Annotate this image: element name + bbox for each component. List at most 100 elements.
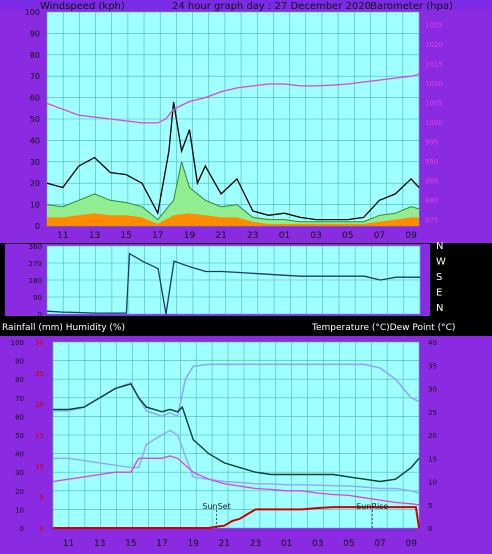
rain-tick: 0 — [40, 525, 44, 533]
rain-tick: 5 — [40, 494, 44, 502]
temperature-tick: 40 — [428, 339, 437, 347]
x-tick: 03 — [312, 539, 323, 549]
temp-x-axis: 11 13 15 17 19 21 23 01 03 05 07 09 — [63, 539, 417, 549]
temperature-axis: 40 35 30 25 20 15 10 5 0 — [428, 339, 437, 533]
x-tick: 13 — [94, 539, 105, 549]
x-tick: 01 — [281, 539, 292, 549]
x-tick: 23 — [250, 539, 261, 549]
windspeed-tick: 70 — [30, 72, 40, 81]
barometer-tick: 1005 — [425, 100, 443, 108]
humidity-tick: 100 — [11, 339, 24, 347]
graph-title: 24 hour graph day : 27 December 2020 — [172, 1, 371, 12]
x-tick: 11 — [57, 231, 68, 241]
x-tick: 09 — [405, 539, 417, 549]
x-tick: 15 — [125, 539, 136, 549]
average-wind-area — [47, 161, 419, 226]
direction-tick: 90 — [33, 294, 42, 302]
windspeed-tick: 90 — [30, 29, 40, 38]
temp-grid — [52, 341, 420, 529]
direction-tick: 270 — [29, 260, 42, 268]
wind-series — [46, 73, 420, 226]
x-tick: 13 — [89, 231, 100, 241]
direction-line — [46, 252, 420, 315]
compass-e: E — [436, 288, 442, 299]
barometer-line — [46, 73, 420, 124]
temperature-tick: 5 — [428, 502, 432, 510]
rain-tick: 15 — [35, 432, 44, 440]
x-tick: 03 — [310, 231, 321, 241]
compass-n: N — [436, 241, 443, 252]
x-tick: 21 — [215, 231, 226, 241]
rain-tick: 10 — [35, 463, 44, 471]
barometer-label: Barometer (hpa) — [370, 1, 453, 12]
barometer-tick: 990 — [425, 158, 438, 166]
direction-tick: 180 — [29, 277, 42, 285]
compass-n: N — [436, 303, 443, 314]
rainfall-line — [53, 506, 420, 529]
temperature-tick: 0 — [428, 525, 432, 533]
windspeed-tick: 100 — [25, 8, 40, 17]
windspeed-tick: 60 — [30, 94, 40, 103]
x-tick: 11 — [63, 539, 74, 549]
x-tick: 05 — [343, 539, 354, 549]
humidity-tick: 30 — [15, 469, 24, 477]
windspeed-tick: 0 — [35, 222, 40, 231]
windspeed-tick: 80 — [30, 51, 40, 60]
average-wind-line — [46, 161, 420, 223]
temperature-tick: 10 — [428, 479, 437, 487]
temperature-line — [53, 383, 420, 483]
x-tick: 19 — [184, 231, 196, 241]
temperature-tick: 15 — [428, 455, 437, 463]
barometer-tick: 975 — [425, 216, 438, 224]
x-tick: 23 — [247, 231, 258, 241]
windspeed-tick: 10 — [30, 201, 40, 210]
direction-axis: 360 270 180 90 0 — [29, 243, 42, 319]
sunset-label: SunSet — [202, 502, 230, 511]
compass-s: S — [436, 272, 442, 283]
gust-line — [46, 101, 420, 221]
barometer-axis: 1025 1020 1015 1010 1005 1000 995 990 985 980 975 — [425, 22, 443, 225]
x-tick: 09 — [405, 231, 417, 241]
barometer-tick: 1015 — [425, 61, 443, 69]
windspeed-tick: 50 — [30, 115, 40, 124]
direction-grid — [46, 245, 421, 315]
humidity-tick: 80 — [15, 376, 24, 384]
windspeed-label: Windspeed (kph) — [40, 1, 125, 12]
x-tick: 07 — [374, 539, 385, 549]
x-tick: 15 — [120, 231, 131, 241]
sunrise-label: SunRise — [356, 502, 388, 511]
direction-series — [46, 252, 420, 315]
barometer-tick: 1025 — [425, 22, 443, 30]
temp-dew-label: Temperature (°C)Dew Point (°C) — [311, 323, 455, 333]
humidity-tick: 50 — [15, 432, 24, 440]
temperature-tick: 35 — [428, 362, 437, 370]
windspeed-tick: 20 — [30, 179, 40, 188]
temperature-light-line — [53, 429, 420, 494]
humidity-tick: 70 — [15, 395, 24, 403]
rain-tick: 25 — [35, 370, 44, 378]
x-tick: 19 — [187, 539, 199, 549]
humidity-tick: 40 — [15, 451, 24, 459]
humidity-tick: 60 — [15, 413, 24, 421]
humidity-tick: 90 — [15, 358, 24, 366]
wind-panel-header — [0, 0, 492, 9]
direction-tick: 360 — [29, 243, 42, 251]
wind-x-axis: 11 13 15 17 19 21 23 01 03 05 07 09 — [57, 231, 417, 241]
low-wind-area — [47, 213, 419, 226]
dewpoint-line — [52, 455, 420, 506]
rain-tick: 30 — [35, 339, 44, 347]
direction-tick: 0 — [38, 311, 42, 319]
rain-tick: 20 — [35, 401, 44, 409]
x-tick: 05 — [342, 231, 353, 241]
sun-annotations: SunSet SunRise — [202, 502, 388, 528]
humidity-tick: 0 — [20, 525, 24, 533]
temperature-tick: 30 — [428, 386, 437, 394]
barometer-tick: 1020 — [425, 41, 443, 49]
humidity-tick: 20 — [15, 488, 24, 496]
rain-axis: 30 25 20 15 10 5 0 — [35, 339, 44, 533]
wind-grid — [46, 11, 420, 227]
x-tick: 17 — [156, 539, 167, 549]
